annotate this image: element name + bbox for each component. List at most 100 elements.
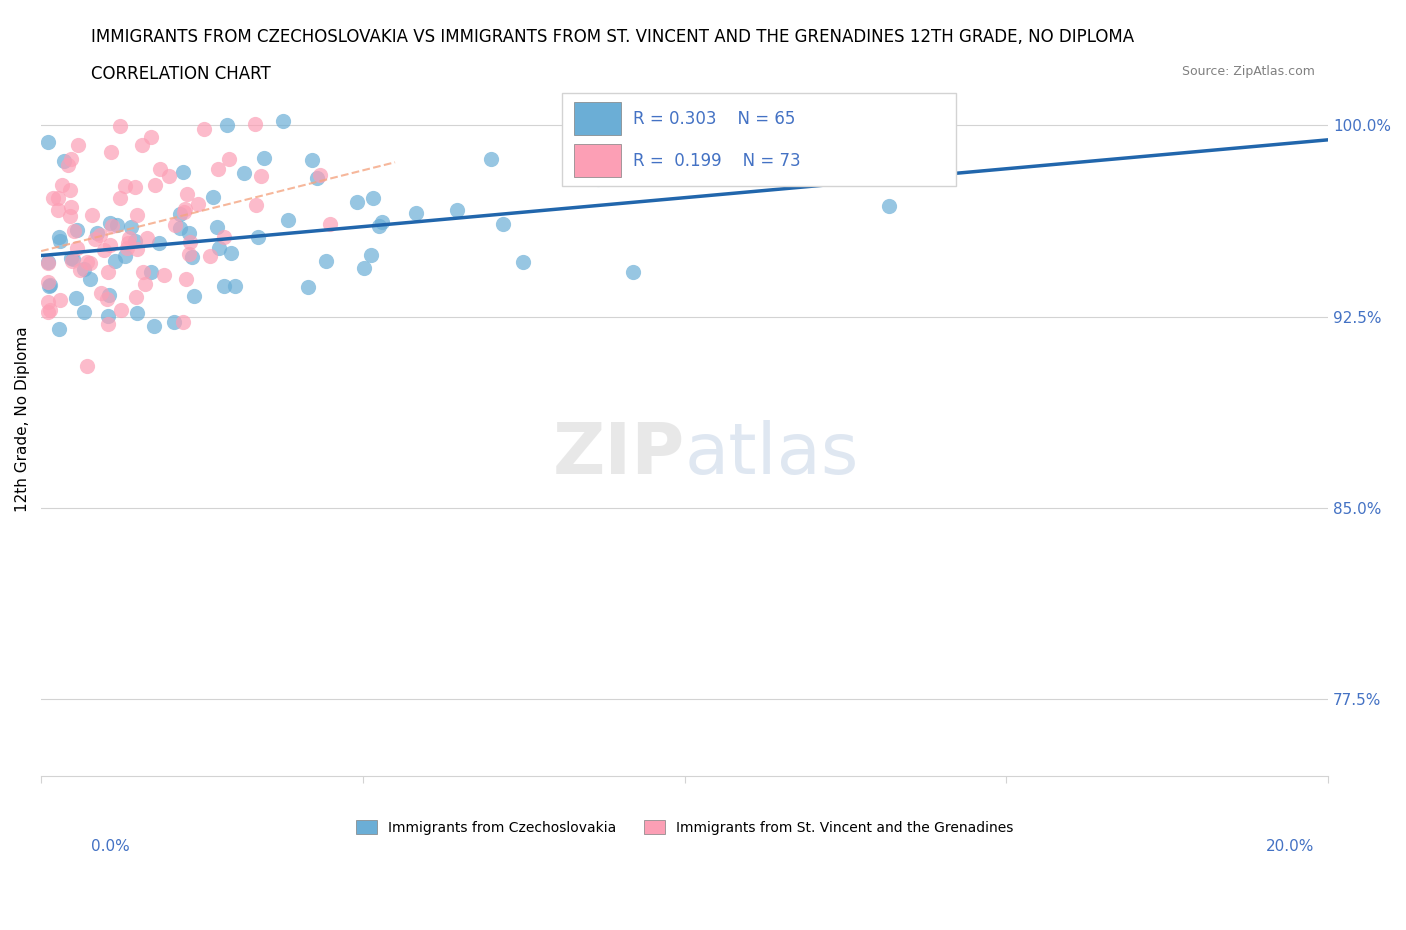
- Point: [118, 231, 141, 246]
- Point: [100, 219, 122, 233]
- Text: ZIP: ZIP: [553, 420, 685, 489]
- Point: [198, 248, 221, 263]
- Point: [877, 199, 900, 214]
- Bar: [574, 102, 621, 135]
- Point: [110, 302, 132, 317]
- Point: [83, 232, 105, 246]
- Point: [38, 302, 60, 317]
- Point: [37, 135, 59, 150]
- Point: [48, 322, 70, 337]
- Point: [207, 162, 229, 177]
- Point: [193, 122, 215, 137]
- Point: [277, 212, 299, 227]
- Point: [245, 117, 267, 132]
- Text: R =  0.199    N = 73: R = 0.199 N = 73: [633, 152, 801, 170]
- Point: [301, 153, 323, 167]
- Point: [76, 254, 98, 269]
- Point: [163, 314, 186, 329]
- Point: [96, 292, 118, 307]
- Point: [319, 217, 342, 232]
- Text: CORRELATION CHART: CORRELATION CHART: [91, 65, 271, 83]
- Point: [214, 230, 236, 245]
- Point: [131, 138, 153, 153]
- Text: 0.0%: 0.0%: [91, 839, 131, 854]
- Point: [177, 225, 200, 240]
- Point: [73, 261, 96, 276]
- Point: [93, 242, 115, 257]
- Point: [37, 274, 59, 289]
- Point: [114, 248, 136, 263]
- Point: [207, 241, 229, 256]
- Point: [46, 191, 69, 206]
- Point: [169, 220, 191, 235]
- Point: [114, 179, 136, 193]
- Point: [183, 288, 205, 303]
- Point: [309, 167, 332, 182]
- Point: [250, 168, 273, 183]
- Point: [134, 276, 156, 291]
- Point: [124, 179, 146, 194]
- Point: [105, 218, 128, 232]
- Point: [139, 129, 162, 144]
- Point: [66, 240, 89, 255]
- Text: Source: ZipAtlas.com: Source: ZipAtlas.com: [1181, 65, 1315, 78]
- Point: [224, 278, 246, 293]
- Point: [205, 219, 228, 234]
- Point: [305, 171, 328, 186]
- Point: [176, 272, 198, 286]
- Point: [104, 254, 127, 269]
- Point: [73, 304, 96, 319]
- Point: [621, 265, 644, 280]
- Point: [479, 152, 502, 166]
- Point: [315, 254, 337, 269]
- Point: [66, 222, 89, 237]
- Point: [218, 152, 240, 166]
- Point: [142, 319, 165, 334]
- Point: [143, 178, 166, 193]
- Point: [179, 234, 201, 249]
- Point: [148, 236, 170, 251]
- Point: [212, 279, 235, 294]
- Y-axis label: 12th Grade, No Diploma: 12th Grade, No Diploma: [15, 326, 30, 512]
- Text: 20.0%: 20.0%: [1267, 839, 1315, 854]
- Point: [127, 305, 149, 320]
- Point: [67, 138, 90, 153]
- Point: [38, 279, 60, 294]
- Text: R = 0.303    N = 65: R = 0.303 N = 65: [633, 110, 796, 128]
- Point: [62, 252, 84, 267]
- Point: [446, 203, 468, 218]
- Point: [152, 268, 174, 283]
- Point: [65, 291, 87, 306]
- Point: [97, 287, 120, 302]
- Point: [97, 316, 120, 331]
- Point: [219, 246, 242, 260]
- Point: [346, 194, 368, 209]
- Point: [233, 166, 256, 180]
- Point: [60, 199, 83, 214]
- Point: [165, 217, 187, 232]
- Point: [177, 246, 200, 261]
- Point: [492, 217, 515, 232]
- Point: [69, 262, 91, 277]
- Point: [42, 191, 65, 206]
- Point: [131, 264, 153, 279]
- Point: [139, 264, 162, 279]
- Point: [187, 196, 209, 211]
- Point: [363, 191, 385, 206]
- Point: [172, 314, 194, 329]
- Point: [360, 247, 382, 262]
- Point: [512, 254, 534, 269]
- Point: [157, 168, 180, 183]
- Point: [169, 206, 191, 221]
- Point: [100, 144, 122, 159]
- Point: [588, 172, 610, 187]
- Point: [405, 206, 427, 221]
- Point: [367, 219, 389, 233]
- Point: [370, 215, 392, 230]
- Point: [49, 292, 72, 307]
- Point: [90, 286, 112, 300]
- Point: [63, 223, 86, 238]
- Point: [86, 225, 108, 240]
- Point: [127, 242, 149, 257]
- Point: [353, 261, 375, 276]
